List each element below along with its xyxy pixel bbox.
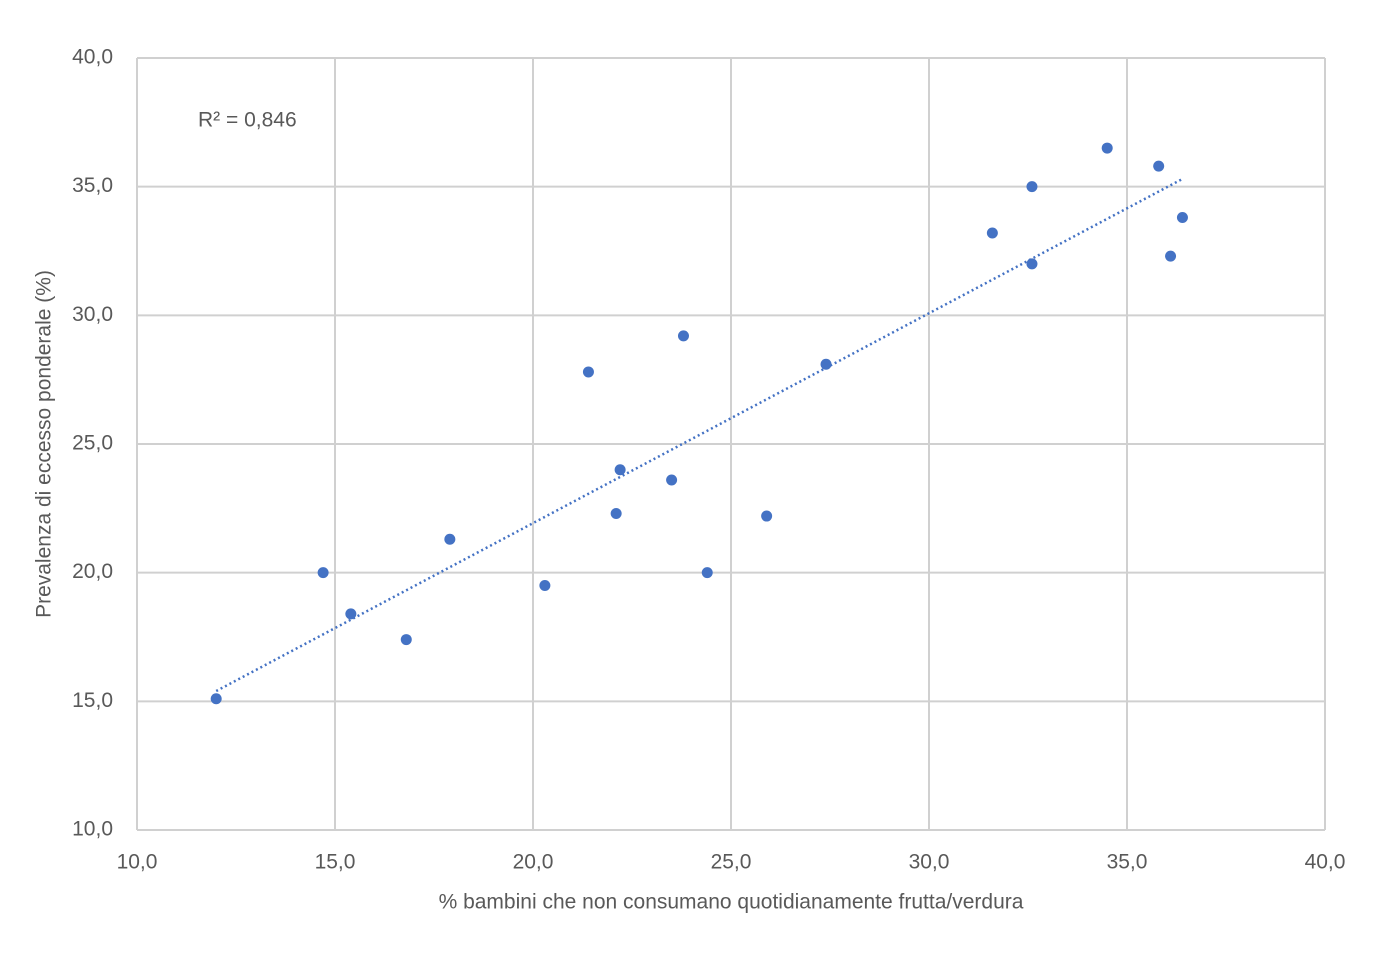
point xyxy=(666,474,678,486)
point xyxy=(701,567,713,579)
point xyxy=(614,464,626,476)
x-tick-label: 20,0 xyxy=(513,851,554,874)
point xyxy=(1165,250,1177,262)
y-tick-label: 30,0 xyxy=(72,303,113,326)
y-tick-label: 40,0 xyxy=(72,46,113,69)
x-axis-title: % bambini che non consumano quotidianame… xyxy=(439,891,1024,914)
x-tick-label: 40,0 xyxy=(1305,851,1346,874)
point xyxy=(317,567,329,579)
point xyxy=(986,227,998,239)
x-tick-label: 35,0 xyxy=(1107,851,1148,874)
trendline xyxy=(215,177,1184,693)
point xyxy=(539,580,551,592)
point xyxy=(1101,142,1113,154)
y-tick-label: 35,0 xyxy=(72,174,113,197)
y-tick-label: 10,0 xyxy=(72,818,113,841)
point xyxy=(400,634,412,646)
r-squared: R² = 0,846 xyxy=(198,109,297,132)
x-tick-label: 15,0 xyxy=(315,851,356,874)
x-tick-label: 25,0 xyxy=(711,851,752,874)
point xyxy=(582,366,594,378)
point xyxy=(610,507,622,519)
point xyxy=(761,510,773,522)
point xyxy=(820,358,832,370)
point xyxy=(444,533,456,545)
point xyxy=(1176,212,1188,224)
y-tick-label: 15,0 xyxy=(72,689,113,712)
point xyxy=(210,693,222,705)
point xyxy=(1153,160,1165,172)
x-tick-label: 10,0 xyxy=(117,851,158,874)
y-tick-label: 25,0 xyxy=(72,432,113,455)
y-axis-title: Prevalenza di eccesso ponderale (%) xyxy=(33,270,56,618)
point xyxy=(677,330,689,342)
point xyxy=(1026,181,1038,193)
point xyxy=(345,608,357,620)
y-tick-label: 20,0 xyxy=(72,560,113,583)
point xyxy=(1026,258,1038,270)
x-tick-label: 30,0 xyxy=(909,851,950,874)
